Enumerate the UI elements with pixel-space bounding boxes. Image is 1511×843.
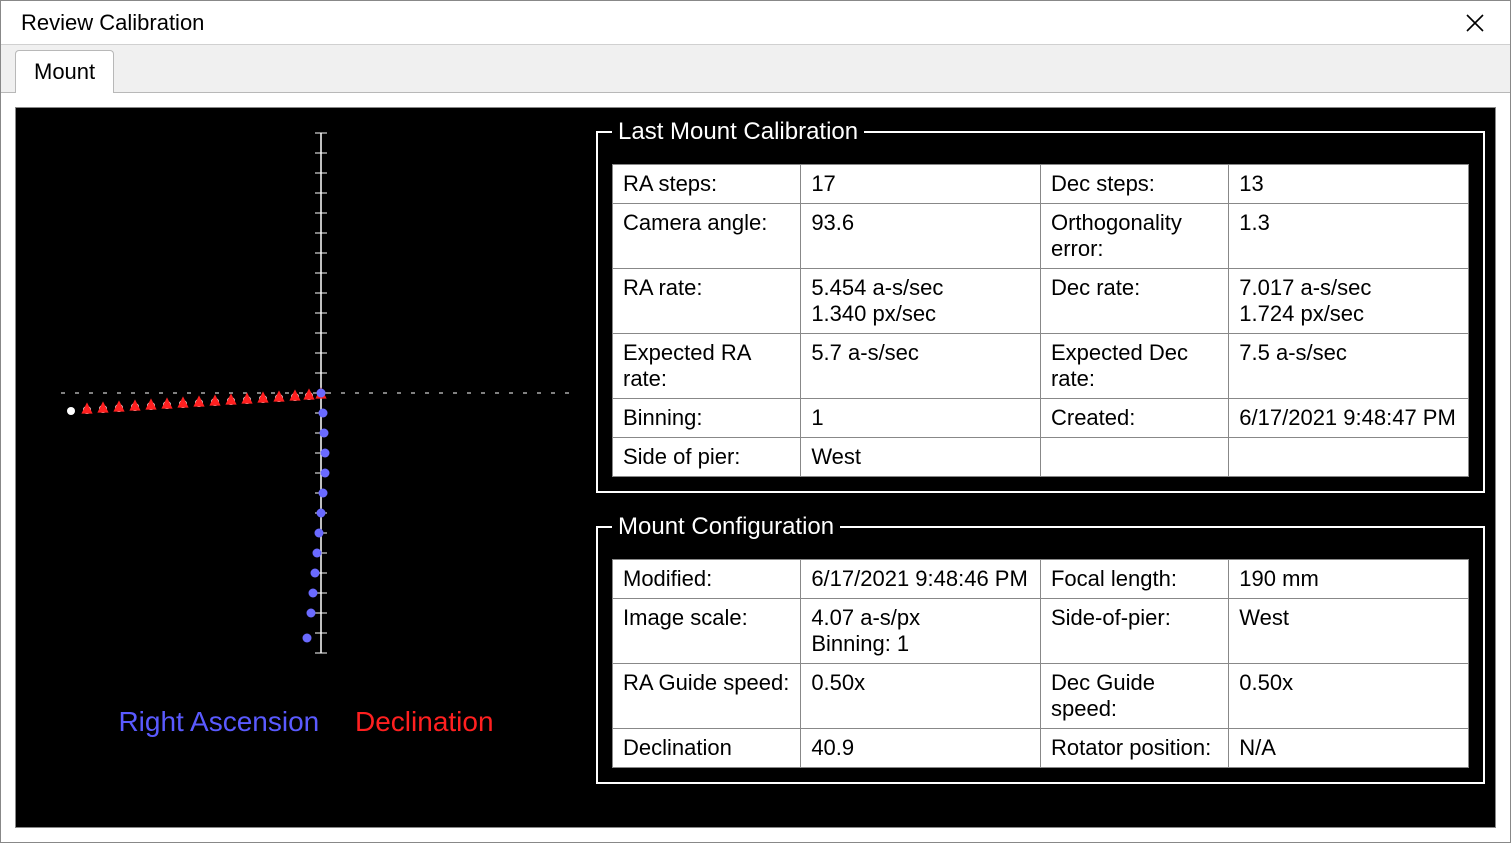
close-icon[interactable] (1452, 1, 1498, 44)
last-calibration-group: Last Mount Calibration RA steps:17Dec st… (596, 118, 1485, 493)
cell-label: Side-of-pier: (1040, 599, 1228, 664)
mount-config-group: Mount Configuration Modified:6/17/2021 9… (596, 513, 1485, 784)
review-calibration-window: Review Calibration Mount Right Ascension… (0, 0, 1511, 843)
cell-label: Dec Guide speed: (1040, 664, 1228, 729)
cell-value: 4.07 a-s/px Binning: 1 (801, 599, 1041, 664)
cell-value: 0.50x (801, 664, 1041, 729)
cell-label: Created: (1040, 399, 1228, 438)
cell-label (1040, 438, 1228, 477)
cell-value: 5.7 a-s/sec (801, 334, 1041, 399)
cell-value: 7.5 a-s/sec (1229, 334, 1469, 399)
cell-value (1229, 438, 1469, 477)
last-calibration-title: Last Mount Calibration (612, 118, 864, 146)
mount-config-table: Modified:6/17/2021 9:48:46 PMFocal lengt… (612, 559, 1469, 768)
cell-value: 0.50x (1229, 664, 1469, 729)
table-row: Declination40.9Rotator position:N/A (613, 729, 1469, 768)
cell-label: Image scale: (613, 599, 801, 664)
cell-value: 1.3 (1229, 204, 1469, 269)
content-area: Right Ascension Declination Last Mount C… (1, 93, 1510, 842)
table-row: Binning:1Created:6/17/2021 9:48:47 PM (613, 399, 1469, 438)
cell-value: 13 (1229, 165, 1469, 204)
cell-label: RA steps: (613, 165, 801, 204)
calibration-scatter-chart (36, 118, 576, 688)
cell-value: 93.6 (801, 204, 1041, 269)
tab-strip: Mount (1, 45, 1510, 93)
cell-label: Camera angle: (613, 204, 801, 269)
cell-label: Expected Dec rate: (1040, 334, 1228, 399)
cell-label: Dec rate: (1040, 269, 1228, 334)
cell-label: Side of pier: (613, 438, 801, 477)
cell-value: 1 (801, 399, 1041, 438)
cell-value: N/A (1229, 729, 1469, 768)
cell-value: West (801, 438, 1041, 477)
cell-value: 40.9 (801, 729, 1041, 768)
cell-label: RA Guide speed: (613, 664, 801, 729)
calibration-chart-pane: Right Ascension Declination (26, 118, 586, 817)
cell-value: 7.017 a-s/sec 1.724 px/sec (1229, 269, 1469, 334)
legend-ra: Right Ascension (118, 706, 319, 737)
table-row: Image scale:4.07 a-s/px Binning: 1Side-o… (613, 599, 1469, 664)
tab-mount[interactable]: Mount (15, 50, 114, 93)
cell-label: Expected RA rate: (613, 334, 801, 399)
cell-value: 17 (801, 165, 1041, 204)
mount-config-title: Mount Configuration (612, 513, 840, 541)
legend-dec: Declination (355, 706, 494, 737)
last-calibration-table: RA steps:17Dec steps:13Camera angle:93.6… (612, 164, 1469, 477)
cell-label: Binning: (613, 399, 801, 438)
table-row: RA rate:5.454 a-s/sec 1.340 px/secDec ra… (613, 269, 1469, 334)
cell-label: Focal length: (1040, 560, 1228, 599)
table-row: Expected RA rate:5.7 a-s/secExpected Dec… (613, 334, 1469, 399)
cell-label: Modified: (613, 560, 801, 599)
table-row: Side of pier:West (613, 438, 1469, 477)
cell-label: Orthogonality error: (1040, 204, 1228, 269)
table-row: RA steps:17Dec steps:13 (613, 165, 1469, 204)
calibration-panel: Right Ascension Declination Last Mount C… (15, 107, 1496, 828)
chart-legend: Right Ascension Declination (118, 706, 493, 738)
cell-value: 6/17/2021 9:48:46 PM (801, 560, 1041, 599)
titlebar: Review Calibration (1, 1, 1510, 45)
table-row: RA Guide speed:0.50xDec Guide speed:0.50… (613, 664, 1469, 729)
table-row: Modified:6/17/2021 9:48:46 PMFocal lengt… (613, 560, 1469, 599)
cell-value: 5.454 a-s/sec 1.340 px/sec (801, 269, 1041, 334)
cell-value: 190 mm (1229, 560, 1469, 599)
cell-label: Declination (613, 729, 801, 768)
cell-value: 6/17/2021 9:48:47 PM (1229, 399, 1469, 438)
cell-label: Dec steps: (1040, 165, 1228, 204)
cell-label: Rotator position: (1040, 729, 1228, 768)
cell-label: RA rate: (613, 269, 801, 334)
window-title: Review Calibration (21, 10, 1452, 36)
right-pane: Last Mount Calibration RA steps:17Dec st… (596, 118, 1485, 817)
cell-value: West (1229, 599, 1469, 664)
table-row: Camera angle:93.6Orthogonality error:1.3 (613, 204, 1469, 269)
